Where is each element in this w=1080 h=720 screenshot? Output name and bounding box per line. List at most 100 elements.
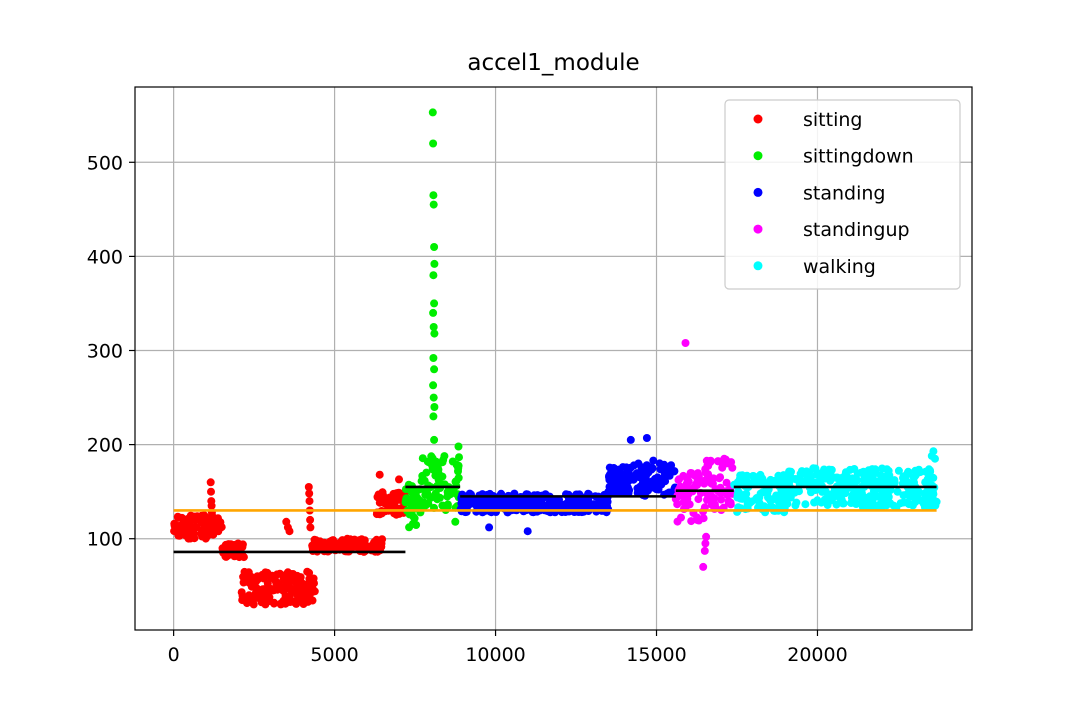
point-sitting — [184, 515, 193, 524]
point-standingup — [726, 500, 735, 509]
point-sittingdown — [431, 489, 440, 498]
point-sittingdown — [443, 500, 452, 509]
point-sitting — [328, 538, 337, 546]
point-standing — [598, 499, 607, 508]
point-walking — [871, 465, 880, 474]
point-standing — [645, 463, 654, 472]
point-sitting — [242, 596, 251, 605]
point-sittingdown — [455, 453, 463, 462]
point-walking — [904, 500, 913, 509]
point-walking — [733, 493, 742, 502]
point-standing — [583, 502, 592, 511]
point-standing — [605, 471, 614, 480]
point-sitting — [214, 527, 223, 536]
legend-label-standingup: standingup — [803, 219, 910, 241]
plot-frame — [134, 86, 973, 631]
point-standing — [626, 435, 635, 444]
point-standingup — [700, 546, 709, 555]
legend-label-sittingdown: sittingdown — [803, 146, 914, 168]
point-sitting — [279, 586, 288, 595]
point-walking — [817, 498, 826, 507]
point-sittingdown — [428, 108, 437, 117]
legend-label-standing: standing — [803, 182, 885, 204]
point-sitting — [305, 497, 314, 506]
point-sitting — [377, 542, 386, 551]
point-standing — [604, 488, 613, 496]
point-sittingdown — [429, 271, 438, 280]
point-sittingdown — [429, 393, 438, 402]
point-sitting — [306, 515, 315, 524]
point-sittingdown — [405, 523, 414, 532]
y-tick-label: 200 — [87, 435, 123, 457]
point-sittingdown — [454, 467, 462, 476]
point-walking — [867, 493, 876, 502]
point-sittingdown — [428, 454, 437, 463]
data-points — [170, 108, 941, 609]
point-walking — [785, 467, 794, 476]
point-sittingdown — [452, 461, 461, 470]
mean-lines — [173, 485, 937, 554]
point-sitting — [207, 501, 216, 510]
x-tick-label: 15000 — [626, 644, 686, 666]
point-walking — [783, 499, 792, 508]
series-sittingdown — [401, 108, 463, 532]
point-walking — [884, 492, 893, 501]
point-standing — [485, 523, 494, 532]
point-standingup — [706, 458, 715, 467]
point-walking — [754, 472, 763, 481]
point-sitting — [207, 487, 215, 496]
point-sitting — [395, 475, 403, 484]
point-sittingdown — [424, 491, 433, 500]
point-standingup — [700, 479, 709, 488]
point-sitting — [304, 483, 313, 491]
point-sitting — [355, 536, 364, 545]
point-sitting — [245, 578, 253, 587]
point-standingup — [699, 562, 708, 571]
point-sitting — [303, 588, 312, 597]
point-standing — [642, 471, 651, 480]
point-sittingdown — [430, 243, 439, 251]
point-walking — [743, 500, 752, 509]
point-sitting — [223, 542, 232, 551]
point-walking — [886, 499, 895, 508]
point-sitting — [303, 567, 312, 576]
point-sittingdown — [429, 308, 438, 317]
point-walking — [910, 478, 918, 487]
point-standing — [481, 502, 489, 511]
point-sitting — [216, 518, 225, 527]
legend-label-sitting: sitting — [803, 109, 862, 131]
point-walking — [893, 487, 902, 496]
point-standing — [504, 502, 513, 511]
point-walking — [848, 474, 857, 483]
point-sitting — [303, 580, 312, 589]
legend-marker-standing — [753, 187, 763, 197]
point-walking — [878, 464, 887, 473]
x-tick-label: 0 — [168, 644, 180, 666]
point-sitting — [334, 539, 343, 548]
point-sittingdown — [430, 403, 439, 411]
legend-box — [724, 99, 961, 290]
point-sitting — [306, 523, 315, 532]
point-standing — [648, 479, 657, 488]
point-walking — [743, 471, 751, 480]
point-sitting — [258, 570, 267, 579]
point-sittingdown — [451, 517, 460, 526]
point-standing — [655, 481, 664, 490]
point-walking — [801, 500, 810, 509]
point-sitting — [285, 527, 294, 536]
point-walking — [770, 476, 779, 485]
point-walking — [904, 469, 913, 477]
legend: sitting sittingdown standing standingup walk… — [724, 99, 961, 290]
point-standing — [626, 463, 635, 472]
point-sitting — [260, 590, 269, 599]
point-walking — [818, 487, 827, 496]
point-sitting — [197, 511, 206, 520]
point-sittingdown — [429, 200, 438, 209]
point-walking — [825, 495, 834, 504]
point-sitting — [251, 589, 260, 598]
point-sittingdown — [429, 381, 438, 390]
y-tick-label: 400 — [87, 246, 123, 268]
point-walking — [791, 501, 800, 510]
point-walking — [931, 454, 939, 463]
